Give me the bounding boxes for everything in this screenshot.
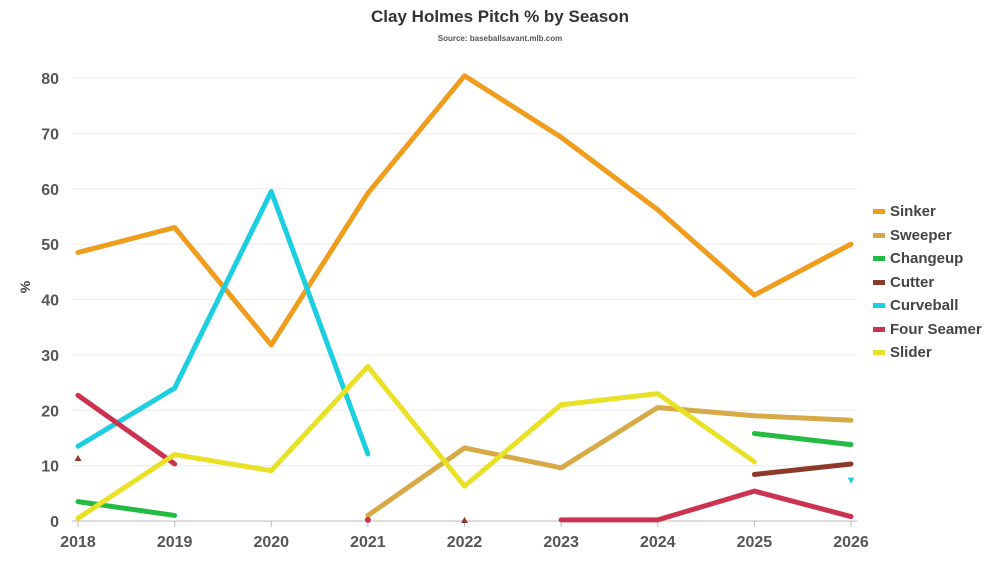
legend-label: Slider bbox=[890, 344, 932, 362]
x-tick-labels: 2018 2019 2020 2021 2022 2023 2024 2025 2026 bbox=[60, 534, 869, 551]
series-line-slider bbox=[75, 364, 757, 521]
x-tick-label: 2019 bbox=[157, 534, 193, 551]
legend-swatch bbox=[873, 326, 885, 332]
series-changeup bbox=[75, 431, 854, 518]
legend-item-changeup: Changeup bbox=[873, 247, 982, 271]
series-layer bbox=[74, 73, 855, 523]
y-tick-label: 0 bbox=[50, 514, 59, 531]
legend-swatch bbox=[873, 350, 885, 356]
chart-subtitle: Source: baseballsavant.mlb.com bbox=[437, 34, 563, 43]
legend-swatch bbox=[873, 279, 885, 285]
series-sinker bbox=[75, 73, 854, 348]
y-tick-label: 50 bbox=[41, 237, 59, 254]
x-tick-label: 2022 bbox=[447, 534, 483, 551]
legend-item-slider: Slider bbox=[873, 341, 982, 365]
x-tick-label: 2018 bbox=[60, 534, 96, 551]
legend-label: Changeup bbox=[890, 250, 964, 268]
series-sweeper bbox=[365, 404, 854, 518]
y-tick-label: 70 bbox=[41, 126, 59, 143]
data-point-curveball bbox=[847, 477, 855, 484]
legend-swatch bbox=[873, 303, 885, 309]
y-tick-labels: 0 10 20 30 40 50 60 70 80 bbox=[41, 71, 59, 531]
y-tick-label: 60 bbox=[41, 182, 59, 199]
legend-swatch bbox=[873, 256, 885, 262]
legend-item-cutter: Cutter bbox=[873, 271, 982, 295]
y-tick-label: 30 bbox=[41, 348, 59, 365]
series-line-four-seamer bbox=[558, 488, 854, 523]
legend-label: Cutter bbox=[890, 273, 935, 291]
chart-title: Clay Holmes Pitch % by Season bbox=[371, 7, 629, 26]
data-point-cutter bbox=[74, 454, 82, 461]
x-tick-label: 2024 bbox=[640, 534, 676, 551]
legend: Sinker Sweeper Changeup Cutter Curveball Four… bbox=[873, 200, 982, 365]
legend-swatch bbox=[873, 209, 885, 215]
legend-item-sinker: Sinker bbox=[873, 200, 982, 224]
series-four-seamer bbox=[75, 392, 854, 523]
x-tick-label: 2021 bbox=[350, 534, 386, 551]
data-point-cutter bbox=[461, 517, 468, 523]
series-line-four-seamer bbox=[75, 392, 178, 467]
y-tick-label: 40 bbox=[41, 293, 59, 310]
y-tick-label: 80 bbox=[41, 71, 59, 88]
series-line-changeup bbox=[75, 499, 178, 518]
x-tick-label: 2026 bbox=[833, 534, 869, 551]
series-line-curveball bbox=[75, 189, 371, 457]
y-tick-label: 20 bbox=[41, 403, 59, 420]
series-line-changeup bbox=[751, 431, 854, 448]
series-line-sweeper bbox=[365, 404, 854, 518]
legend-item-four-seamer: Four Seamer bbox=[873, 318, 982, 342]
x-tick-label: 2020 bbox=[253, 534, 289, 551]
legend-label: Sinker bbox=[890, 203, 936, 221]
legend-item-sweeper: Sweeper bbox=[873, 224, 982, 248]
grid-lines bbox=[72, 77, 857, 527]
legend-label: Curveball bbox=[890, 297, 959, 315]
legend-label: Four Seamer bbox=[890, 320, 982, 338]
x-tick-label: 2025 bbox=[737, 534, 773, 551]
data-point-four-seamer bbox=[364, 516, 371, 523]
series-line-sinker bbox=[75, 73, 854, 348]
series-line-cutter bbox=[751, 461, 854, 477]
series-slider bbox=[75, 364, 757, 521]
series-curveball bbox=[75, 189, 855, 484]
y-tick-label: 10 bbox=[41, 459, 59, 476]
series-cutter bbox=[74, 454, 854, 523]
legend-swatch bbox=[873, 232, 885, 238]
y-axis-label: % bbox=[17, 280, 33, 293]
x-tick-label: 2023 bbox=[543, 534, 579, 551]
legend-label: Sweeper bbox=[890, 226, 952, 244]
legend-item-curveball: Curveball bbox=[873, 294, 982, 318]
